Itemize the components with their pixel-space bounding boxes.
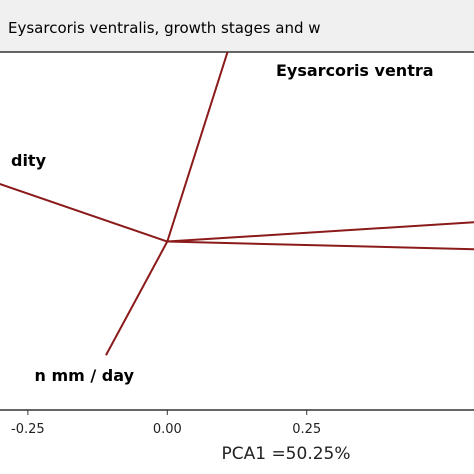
vector-label-1: dity [11, 151, 47, 170]
x-tick-label-2: 0.25 [292, 422, 321, 437]
vector-line-1 [0, 183, 168, 243]
x-tick-group: -0.25 0.00 0.25 [11, 410, 321, 437]
vector-line-3 [167, 221, 474, 243]
vector-label-group: Eysarcoris ventra dity n mm / day [11, 61, 434, 385]
vector-line-0 [166, 52, 229, 242]
x-axis-label: PCA1 =50.25% [221, 444, 350, 464]
chart-title: Eysarcoris ventralis, growth stages and … [8, 19, 321, 37]
vector-line-2 [105, 241, 169, 356]
vector-label-0: Eysarcoris ventra [276, 61, 434, 80]
vector-line-4 [167, 240, 474, 251]
x-tick-label-1: 0.00 [153, 422, 182, 437]
title-bar [0, 0, 474, 52]
vector-group [0, 52, 474, 356]
x-tick-label-0: -0.25 [11, 422, 45, 437]
vector-label-2: n mm / day [35, 366, 135, 385]
